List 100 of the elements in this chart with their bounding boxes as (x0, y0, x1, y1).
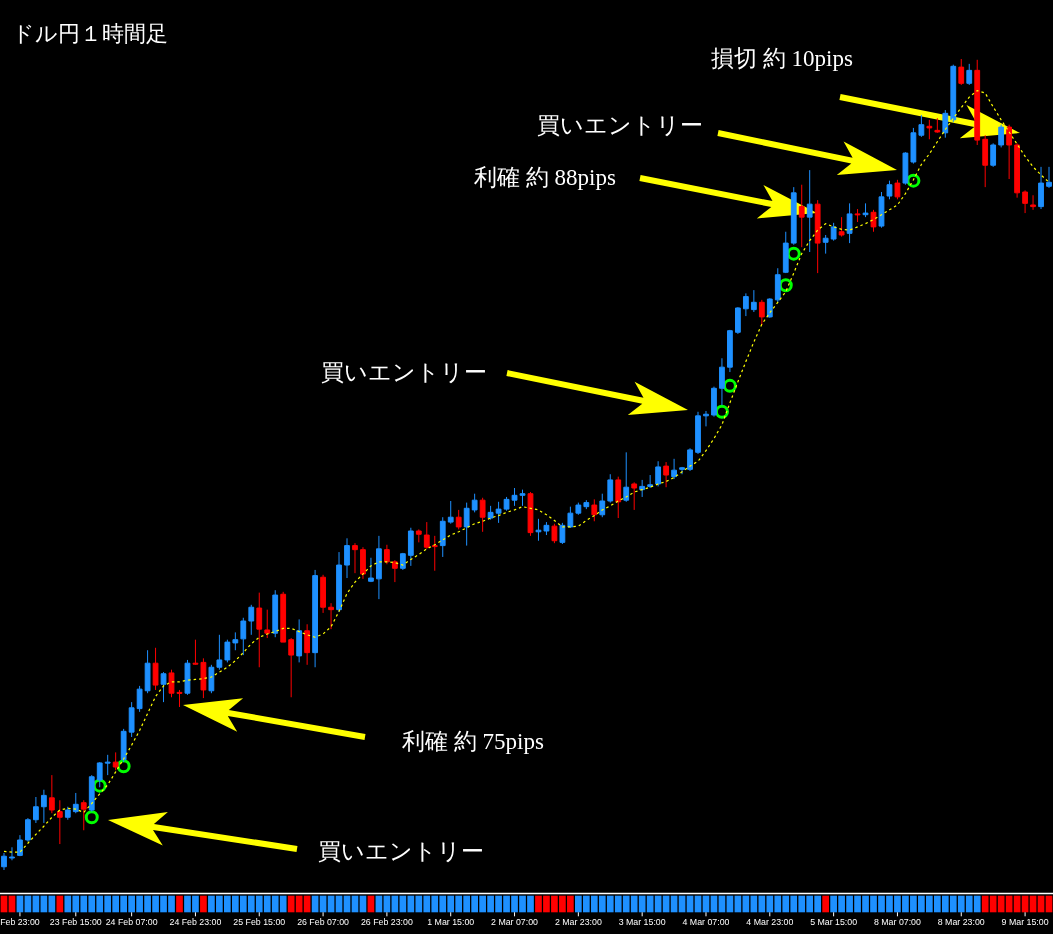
candlestick (727, 329, 733, 373)
x-tick-label: 3 Mar 15:00 (618, 917, 666, 928)
x-tick-label: 4 Mar 23:00 (746, 917, 794, 928)
candlestick (40, 789, 47, 824)
candlestick (407, 527, 414, 567)
candlestick (894, 179, 901, 200)
candlestick (128, 701, 135, 738)
candlestick (782, 231, 789, 274)
candlestick (615, 476, 622, 519)
candlestick (9, 846, 15, 861)
candlestick (304, 623, 311, 666)
candlestick (415, 528, 422, 543)
candlestick (926, 119, 933, 140)
candlestick (376, 535, 382, 600)
candlestick (974, 59, 981, 146)
candlestick (599, 493, 606, 518)
candlestick (479, 497, 486, 533)
candlestick (854, 208, 861, 223)
candlestick (25, 817, 31, 843)
candlestick (48, 774, 55, 814)
x-tick-label: 24 Feb 07:00 (105, 917, 158, 928)
annotation: 損切 約 10pips (711, 46, 853, 71)
candlestick (288, 637, 295, 698)
candlestick (567, 506, 574, 529)
candlestick (639, 479, 646, 498)
candlestick (256, 592, 263, 668)
candlestick (607, 473, 614, 504)
candlestick (439, 516, 446, 558)
candlestick (1022, 189, 1028, 214)
candlestick (1030, 194, 1036, 211)
candlestick (88, 774, 95, 813)
candlestick (184, 659, 191, 696)
candlestick (822, 234, 829, 255)
x-tick-label: 8 Mar 23:00 (937, 917, 985, 928)
x-tick-label: 1 Mar 15:00 (427, 917, 475, 928)
candlestick (703, 410, 709, 427)
candlestick (671, 458, 677, 480)
candlestick (80, 799, 87, 831)
candlestick (647, 474, 654, 489)
candlestick (719, 357, 725, 406)
candlestick (64, 806, 71, 821)
candlestick (950, 64, 957, 123)
candlestick (623, 451, 630, 503)
candlestick (830, 222, 837, 242)
candlestick (487, 505, 494, 521)
candlestick (152, 647, 159, 691)
candlestick (399, 552, 406, 571)
candlestick (144, 649, 151, 694)
candlestick (431, 535, 438, 572)
candlestick (463, 502, 470, 547)
candlestick (280, 591, 287, 643)
x-tick-label: 24 Feb 23:00 (169, 917, 222, 928)
candlestick (33, 796, 39, 824)
candlestick (320, 574, 326, 614)
candlestick (814, 199, 821, 274)
candlestick (384, 544, 390, 565)
candlestick (312, 569, 318, 668)
candlestick (104, 754, 111, 776)
candlestick (998, 124, 1005, 148)
candlestick (918, 114, 925, 138)
candlestick (1038, 166, 1044, 210)
candlestick (72, 792, 79, 814)
candlestick (224, 639, 231, 663)
point (906, 173, 921, 188)
candlestick (631, 481, 638, 511)
candlestick (758, 299, 765, 326)
candlestick (982, 134, 989, 188)
candlestick (447, 500, 454, 525)
x-tick-label: 2 Mar 23:00 (554, 917, 602, 928)
candlestick (1006, 124, 1013, 180)
candlestick (240, 617, 247, 656)
candlestick (902, 151, 909, 186)
candlestick (136, 685, 143, 713)
candlestick (368, 557, 374, 583)
candlestick (663, 461, 669, 488)
x-tick-label: 5 Mar 15:00 (810, 917, 858, 928)
candlestick (272, 589, 279, 638)
candlestick (687, 447, 693, 472)
candlestick (192, 639, 199, 666)
candlestick (559, 522, 566, 545)
annotation: 利確 約 75pips (402, 729, 544, 754)
candlestick (360, 546, 366, 580)
x-tick-label: 26 Feb 07:00 (297, 917, 350, 928)
candlestick (96, 761, 103, 788)
candlestick (806, 169, 813, 253)
candlestick (296, 618, 303, 663)
candlestick (160, 671, 167, 703)
candlestick (328, 602, 334, 630)
candlestick (423, 521, 430, 550)
x-tick-label: 2 Mar 07:00 (491, 917, 539, 928)
candlestick (352, 542, 358, 574)
candlestick (838, 216, 845, 238)
candlestick (583, 499, 590, 510)
candlestick (56, 799, 63, 845)
candlestick (711, 386, 717, 418)
candlestick (344, 537, 350, 579)
candlestick (870, 209, 877, 233)
candlestick (551, 523, 558, 544)
candlestick (120, 728, 127, 763)
candlestick (862, 202, 869, 218)
